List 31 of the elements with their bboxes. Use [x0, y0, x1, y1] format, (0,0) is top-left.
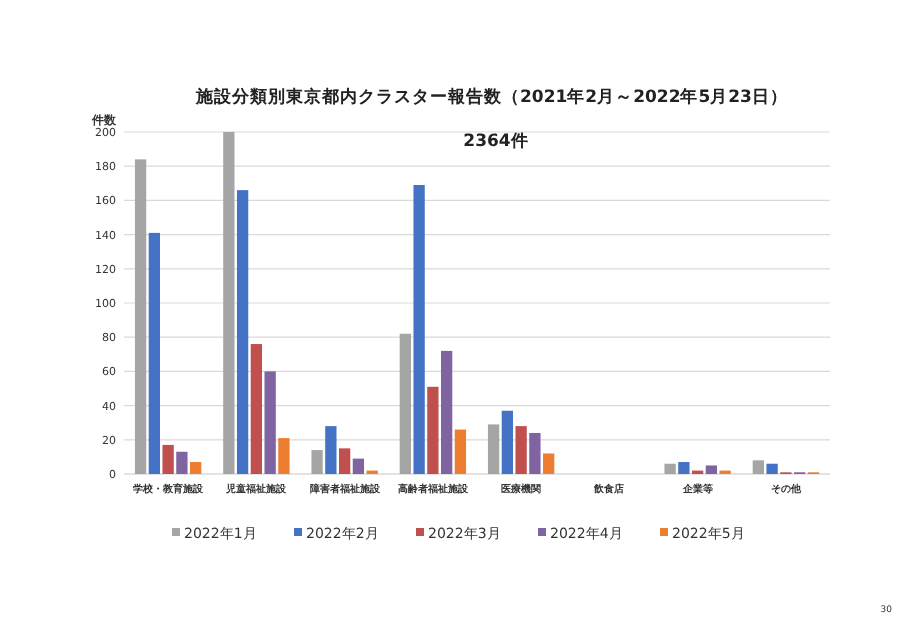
bar: [352, 458, 365, 474]
bar: [427, 386, 439, 474]
bar: [529, 432, 541, 474]
bar: [162, 444, 174, 474]
bar: [264, 371, 276, 474]
bar: [278, 438, 290, 474]
bar: [664, 463, 676, 474]
chart-subtitle: 2364件: [463, 130, 529, 152]
bar: [148, 232, 160, 474]
bar: [501, 410, 513, 474]
bar: [766, 463, 778, 474]
chart-title: 施設分類別東京都内クラスター報告数（2021年2月～2022年5月23日）: [194, 86, 788, 108]
bar: [487, 424, 500, 474]
bar: [752, 460, 764, 474]
bar: [223, 132, 235, 474]
bar: [399, 333, 411, 474]
bar: [250, 344, 263, 474]
bar: [325, 426, 337, 474]
bar: [678, 462, 690, 474]
bar: [311, 450, 323, 474]
bar: [543, 453, 555, 474]
bar: [441, 350, 453, 474]
bar: [338, 448, 351, 474]
bar: [413, 185, 425, 474]
bar: [190, 462, 202, 474]
bar: [236, 190, 249, 474]
bar: [515, 426, 527, 474]
bar: [705, 465, 718, 474]
bar: [176, 451, 188, 474]
bar: [134, 159, 147, 474]
bar: [454, 429, 467, 474]
